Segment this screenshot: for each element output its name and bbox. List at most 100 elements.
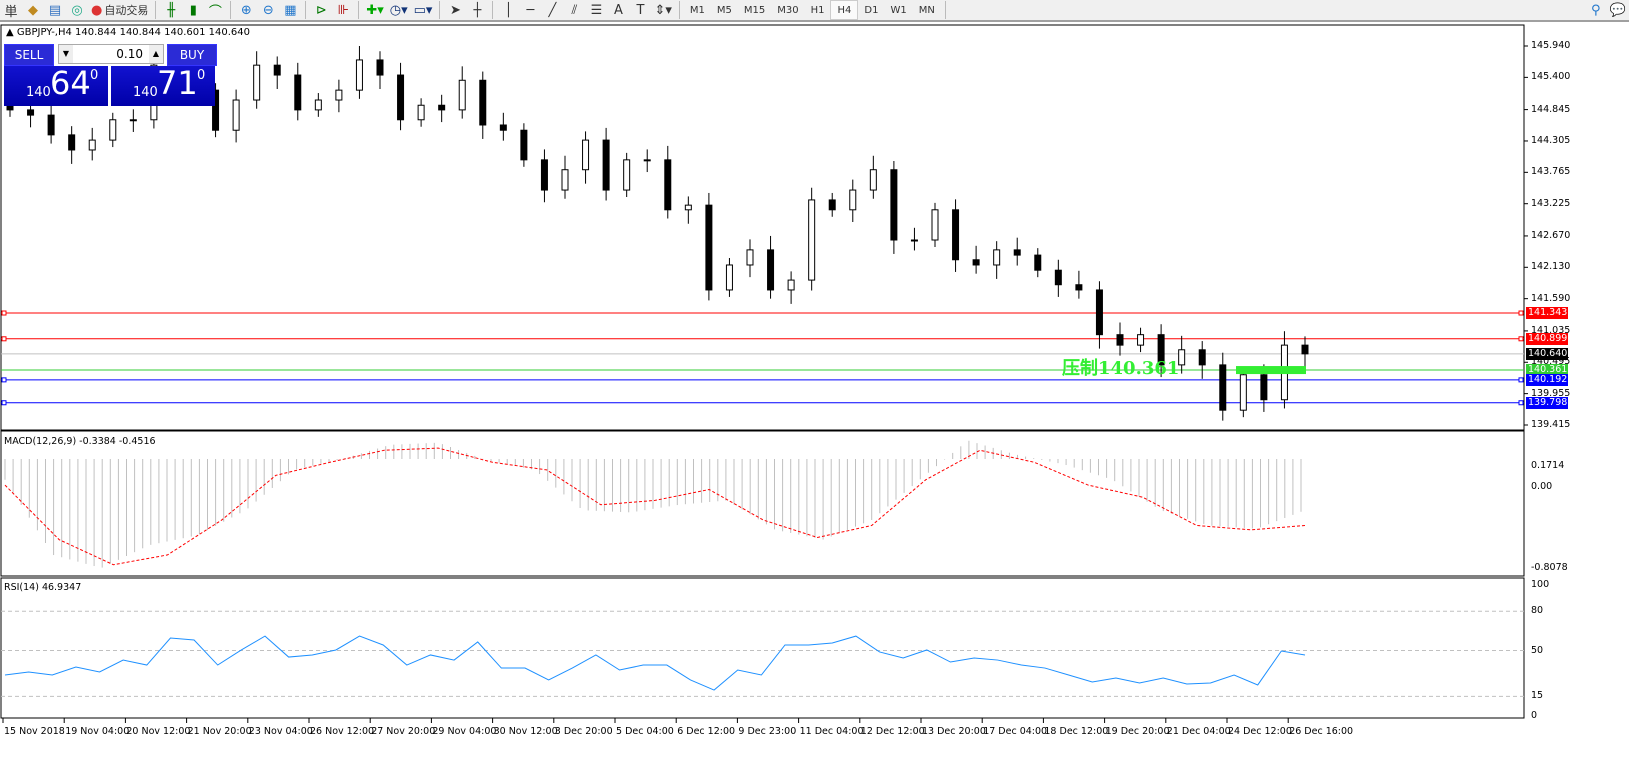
crosshair-icon[interactable]: ┼ bbox=[473, 2, 482, 18]
candle bbox=[273, 56, 281, 89]
volume-stepper[interactable]: ▼ 0.10 ▲ bbox=[58, 44, 164, 64]
volume-increase-icon[interactable]: ▲ bbox=[149, 45, 163, 63]
candle bbox=[520, 123, 528, 167]
candle bbox=[705, 192, 713, 301]
macd-tick-label: 0.00 bbox=[1531, 481, 1553, 492]
candle bbox=[828, 192, 836, 217]
candle bbox=[890, 161, 898, 254]
level-handle[interactable] bbox=[1, 400, 7, 406]
candlestick-icon[interactable]: ▮ bbox=[189, 2, 197, 18]
candle bbox=[1219, 352, 1227, 421]
candle bbox=[1178, 335, 1186, 374]
level-handle[interactable] bbox=[1518, 377, 1524, 383]
volume-input[interactable]: 0.10 bbox=[116, 47, 143, 61]
candle bbox=[643, 149, 651, 173]
level-handle[interactable] bbox=[1518, 400, 1524, 406]
cursor-icon[interactable]: ➤ bbox=[450, 2, 461, 18]
candle bbox=[1034, 248, 1042, 278]
timeframe-d1[interactable]: D1 bbox=[864, 4, 879, 16]
horizontal-line-icon[interactable]: ─ bbox=[526, 2, 535, 18]
volume-decrease-icon[interactable]: ▼ bbox=[59, 45, 73, 63]
fibo-fan-icon[interactable]: ☰ bbox=[590, 2, 603, 18]
pane-frame bbox=[0, 577, 1525, 719]
time-tick-label: 24 Dec 12:00 bbox=[1228, 726, 1292, 737]
candle bbox=[129, 109, 137, 132]
sell-button[interactable]: SELL bbox=[4, 44, 54, 66]
signals-icon[interactable]: ◎ bbox=[71, 2, 83, 18]
timeframe-h4[interactable]: H4 bbox=[830, 0, 859, 20]
timeframe-m5[interactable]: M5 bbox=[716, 4, 732, 16]
chat-icon[interactable]: 💬 bbox=[1609, 2, 1626, 18]
timeframe-mn[interactable]: MN bbox=[918, 4, 935, 16]
candle bbox=[993, 241, 1001, 279]
zoom-out-icon[interactable]: ⊖ bbox=[262, 2, 274, 18]
candle bbox=[47, 101, 55, 144]
scroll-icon[interactable]: ⊳ bbox=[315, 2, 327, 18]
divider bbox=[439, 1, 441, 19]
candle bbox=[1301, 336, 1309, 368]
rsi-tick-label: 0 bbox=[1531, 710, 1538, 721]
price-tick-label: 142.130 bbox=[1531, 261, 1571, 273]
navigator-icon[interactable]: ▤ bbox=[48, 2, 62, 18]
rsi-tick-label: 15 bbox=[1531, 690, 1544, 702]
auto-trading-button[interactable]: ● 自动交易 bbox=[88, 0, 151, 20]
level-price-tag: 140.192 bbox=[1526, 373, 1568, 386]
level-price-tag: 140.361 bbox=[1526, 364, 1568, 377]
autoscroll-icon[interactable]: ⊪ bbox=[337, 2, 349, 18]
time-tick-label: 17 Dec 04:00 bbox=[983, 726, 1048, 737]
resistance-annotation: 压制140.361 bbox=[1062, 358, 1180, 379]
timeframe-w1[interactable]: W1 bbox=[890, 4, 907, 16]
periods-icon[interactable]: ◷▾ bbox=[389, 2, 408, 18]
time-tick-label: 20 Nov 12:00 bbox=[126, 726, 191, 737]
symbol-ohlc: GBPJPY-,H4 140.844 140.844 140.601 140.6… bbox=[16, 27, 250, 38]
chart-header: ▲ GBPJPY-,H4 140.844 140.844 140.601 140… bbox=[6, 27, 250, 38]
time-tick-label: 21 Nov 20:00 bbox=[187, 726, 252, 737]
price-tick-label: 141.590 bbox=[1531, 292, 1571, 304]
candle bbox=[869, 155, 877, 199]
timeframe-m1[interactable]: M1 bbox=[689, 4, 705, 16]
pane-frame bbox=[0, 24, 1525, 431]
sell-price[interactable]: 140 64 0 bbox=[4, 64, 108, 106]
candle bbox=[1239, 367, 1247, 418]
timeframe-m15[interactable]: M15 bbox=[743, 4, 766, 16]
level-handle[interactable] bbox=[1, 310, 7, 316]
candle bbox=[458, 66, 466, 119]
candle bbox=[314, 93, 322, 117]
level-handle[interactable] bbox=[1518, 310, 1524, 316]
indicators-icon[interactable]: ✚▾ bbox=[366, 2, 384, 18]
vertical-line-icon[interactable]: │ bbox=[504, 2, 513, 18]
timeframe-h1[interactable]: H1 bbox=[810, 4, 825, 16]
zoom-in-icon[interactable]: ⊕ bbox=[240, 2, 252, 18]
candle bbox=[88, 127, 96, 161]
timeframe-m30[interactable]: M30 bbox=[777, 4, 799, 16]
search-icon[interactable]: ⚲ bbox=[1591, 2, 1601, 18]
divider bbox=[492, 1, 494, 19]
time-tick-label: 3 Dec 20:00 bbox=[554, 726, 613, 737]
sell-price-pips: 64 bbox=[50, 64, 91, 102]
buy-button[interactable]: BUY bbox=[167, 44, 217, 66]
candle bbox=[767, 235, 775, 299]
macd-tick-label: -0.8078 bbox=[1531, 562, 1568, 573]
templates-icon[interactable]: ▭▾ bbox=[413, 2, 433, 18]
trendline-icon[interactable]: ╱ bbox=[548, 2, 557, 18]
arrows-icon[interactable]: ⇕▾ bbox=[654, 2, 672, 18]
resistance-zone bbox=[1236, 366, 1306, 375]
candle bbox=[1013, 237, 1021, 266]
text-label-icon[interactable]: T bbox=[636, 2, 645, 18]
bar-chart-icon[interactable]: ╫ bbox=[167, 2, 176, 18]
time-tick-label: 26 Dec 16:00 bbox=[1289, 726, 1354, 737]
candle bbox=[109, 112, 117, 148]
level-handle[interactable] bbox=[1518, 336, 1524, 342]
level-handle[interactable] bbox=[1, 336, 7, 342]
market-watch-icon[interactable]: ◆ bbox=[28, 2, 38, 18]
fibonacci-icon[interactable]: ⫽ bbox=[571, 2, 578, 18]
rsi-line bbox=[4, 635, 1306, 691]
level-handle[interactable] bbox=[1, 377, 7, 383]
candle bbox=[1137, 327, 1145, 353]
buy-price[interactable]: 140 71 0 bbox=[111, 64, 215, 106]
tile-windows-icon[interactable]: ▦ bbox=[284, 2, 297, 18]
line-chart-icon[interactable]: ⌒ bbox=[208, 4, 222, 20]
text-icon[interactable]: A bbox=[614, 2, 623, 18]
price-tick-label: 145.400 bbox=[1531, 71, 1571, 83]
